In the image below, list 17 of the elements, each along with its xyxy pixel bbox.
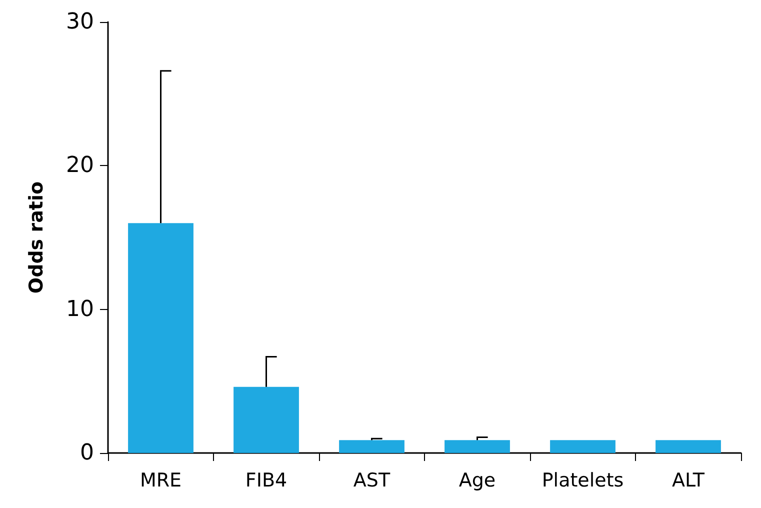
bar — [234, 386, 299, 453]
y-tick-label: 10 — [66, 296, 94, 322]
y-axis-title: Odds ratio — [26, 181, 48, 294]
x-tick-label: AST — [353, 470, 390, 492]
x-tick-label: Platelets — [542, 470, 624, 492]
x-tick-label: ALT — [672, 470, 705, 492]
bar — [656, 440, 721, 453]
bar — [339, 440, 404, 453]
x-tick-label: FIB4 — [245, 470, 288, 492]
x-tick-label: MRE — [140, 470, 182, 492]
bar — [550, 440, 616, 453]
y-tick-label: 20 — [66, 153, 94, 178]
y-tick-label: 0 — [80, 440, 94, 466]
y-tick-label: 30 — [66, 10, 94, 34]
bar — [444, 440, 510, 453]
x-tick-label: Age — [458, 470, 496, 492]
bar — [128, 223, 194, 453]
